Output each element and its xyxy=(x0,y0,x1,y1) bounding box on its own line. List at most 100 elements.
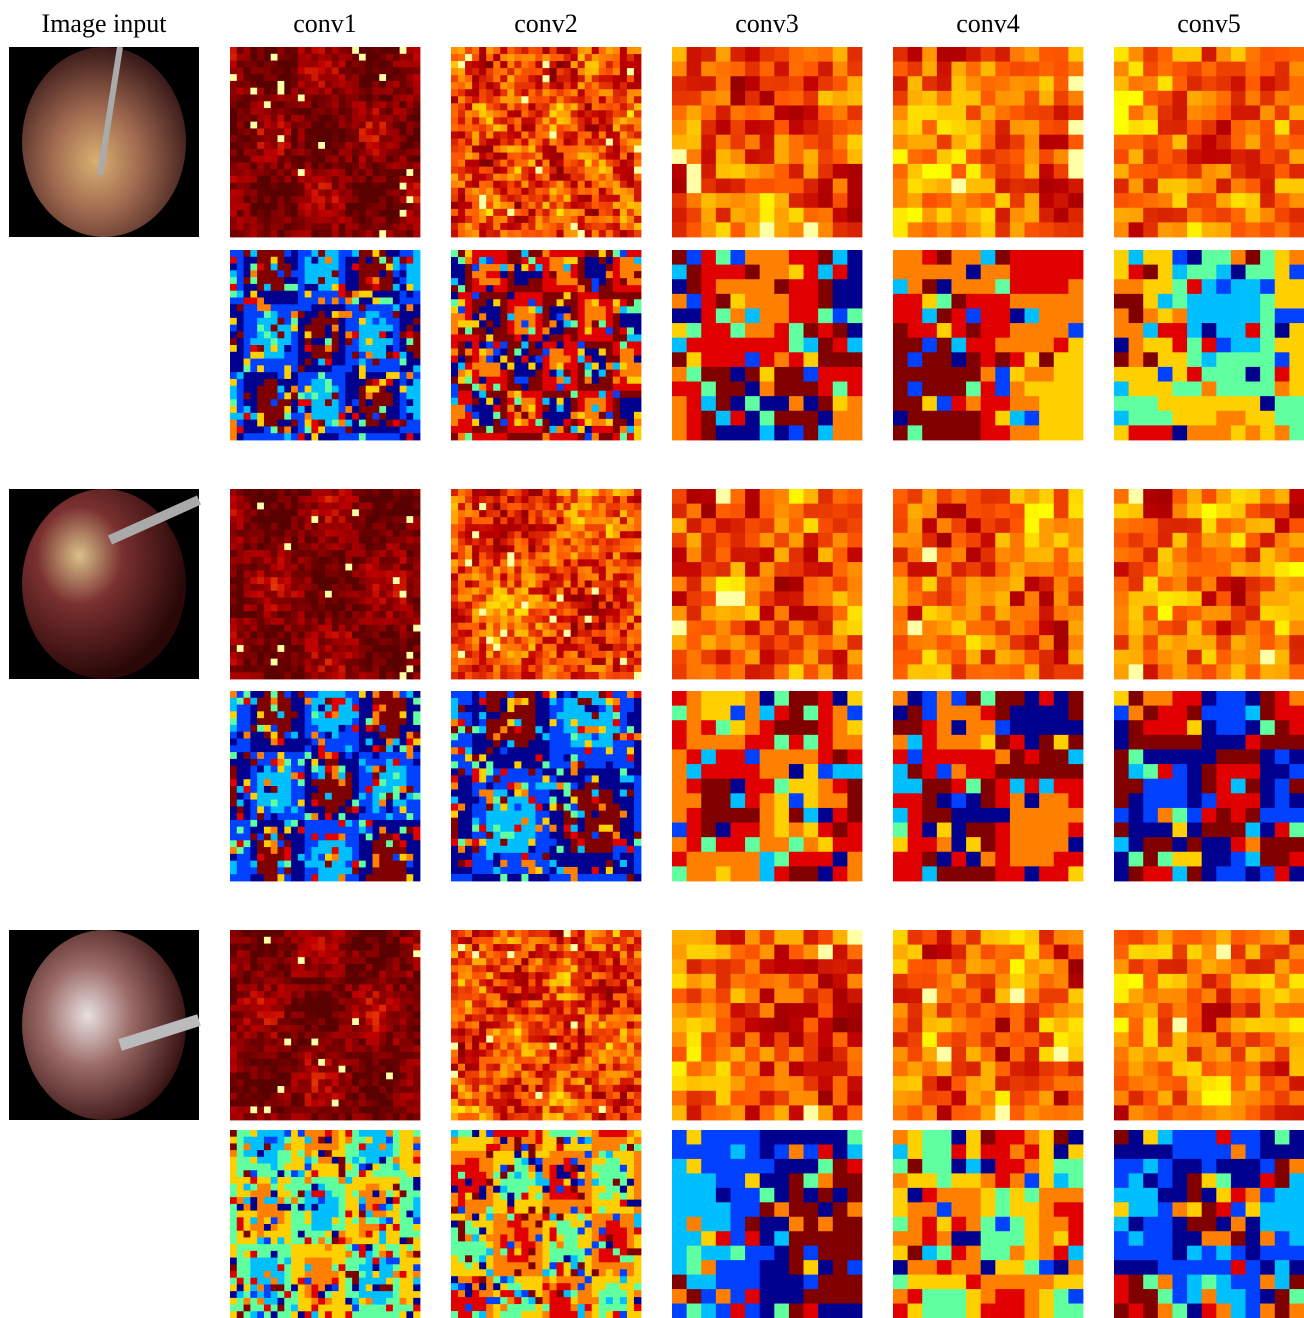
cluster-cell xyxy=(686,352,702,368)
feature-cell xyxy=(451,54,459,62)
cluster-cell xyxy=(230,345,238,353)
feature-cell xyxy=(284,638,292,646)
cluster-cell xyxy=(619,250,628,258)
cluster-cell xyxy=(563,348,572,356)
feature-cell xyxy=(318,597,326,605)
feature-cell xyxy=(803,47,819,63)
feature-cell xyxy=(236,182,244,190)
feature-cell xyxy=(803,178,819,194)
cluster-cell xyxy=(365,311,373,319)
cluster-cell xyxy=(250,724,258,733)
feature-cell xyxy=(372,611,380,619)
cluster-cell xyxy=(311,412,319,421)
feature-cell xyxy=(365,162,373,170)
feature-cell xyxy=(626,131,635,139)
feature-cell xyxy=(304,536,312,544)
cluster-cell xyxy=(311,691,319,699)
feature-cell xyxy=(451,103,459,111)
feature-cell xyxy=(406,87,414,95)
cluster-cell xyxy=(1024,264,1040,280)
feature-cell xyxy=(352,631,360,639)
feature-cell xyxy=(311,230,319,238)
feature-cell xyxy=(257,148,265,156)
cluster-cell xyxy=(528,390,536,399)
cluster-cell xyxy=(803,396,819,412)
cluster-map xyxy=(893,250,1084,441)
feature-cell xyxy=(284,216,292,224)
cluster-cell xyxy=(701,396,717,412)
feature-cell xyxy=(318,617,326,626)
cluster-cell xyxy=(591,404,600,413)
feature-cell xyxy=(605,152,614,160)
cluster-cell xyxy=(528,432,536,441)
feature-cell xyxy=(633,110,642,118)
feature-cell xyxy=(257,230,265,238)
cluster-cell xyxy=(284,724,292,733)
feature-cell xyxy=(386,543,394,551)
feature-cell xyxy=(352,108,360,116)
cluster-cell xyxy=(284,412,292,421)
feature-cell xyxy=(243,570,251,578)
cluster-cell xyxy=(672,250,688,266)
cluster-cell xyxy=(774,425,790,441)
cluster-cell xyxy=(365,718,373,726)
feature-cell xyxy=(352,189,360,197)
feature-cell xyxy=(563,145,572,153)
feature-cell xyxy=(236,121,244,129)
feature-cell xyxy=(832,134,848,150)
cluster-cell xyxy=(633,376,642,385)
feature-cell xyxy=(277,128,285,136)
cluster-cell xyxy=(270,351,278,359)
feature-cell xyxy=(1053,61,1069,77)
feature-cell xyxy=(893,134,909,150)
cluster-cell xyxy=(832,293,848,309)
cluster-cell xyxy=(759,396,775,412)
feature-cell xyxy=(406,638,414,646)
cluster-cell xyxy=(472,306,480,314)
feature-cell xyxy=(311,74,319,82)
feature-cell xyxy=(399,155,407,163)
feature-cell xyxy=(257,638,265,646)
feature-cell xyxy=(270,135,278,143)
cluster-cell xyxy=(542,306,550,314)
feature-cell xyxy=(774,47,790,63)
column-header: conv3 xyxy=(735,9,799,38)
cluster-cell xyxy=(284,697,292,705)
feature-cell xyxy=(365,543,373,551)
feature-cell xyxy=(591,166,600,175)
feature-cell xyxy=(386,223,394,231)
feature-cell xyxy=(291,223,299,231)
cluster-cell xyxy=(379,697,387,705)
feature-cell xyxy=(514,166,522,175)
feature-cell xyxy=(352,550,360,558)
feature-cell xyxy=(230,108,238,116)
feature-cell xyxy=(297,74,306,82)
cluster-cell xyxy=(297,406,306,414)
feature-cell xyxy=(486,173,494,182)
feature-cell xyxy=(995,149,1011,165)
feature-cell xyxy=(458,187,466,196)
feature-cell xyxy=(372,590,380,598)
feature-cell xyxy=(291,672,299,680)
cluster-cell xyxy=(479,348,487,356)
cluster-cell xyxy=(832,396,848,412)
cluster-cell xyxy=(633,432,642,441)
cluster-cell xyxy=(995,293,1011,309)
feature-cell xyxy=(263,148,272,156)
cluster-cell xyxy=(514,355,522,363)
cluster-cell xyxy=(507,299,515,307)
feature-cell xyxy=(365,665,373,673)
feature-cell xyxy=(263,182,272,190)
feature-cell xyxy=(345,522,353,531)
feature-cell xyxy=(535,180,543,189)
cluster-cell xyxy=(270,250,278,258)
cluster-cell xyxy=(922,308,938,324)
feature-cell xyxy=(1260,134,1276,150)
feature-cell xyxy=(1157,193,1173,209)
feature-cell xyxy=(338,672,346,680)
cluster-cell xyxy=(633,362,642,371)
cluster-cell xyxy=(619,278,628,286)
feature-cell xyxy=(1009,47,1025,63)
feature-cell xyxy=(277,209,285,218)
cluster-cell xyxy=(847,250,863,266)
